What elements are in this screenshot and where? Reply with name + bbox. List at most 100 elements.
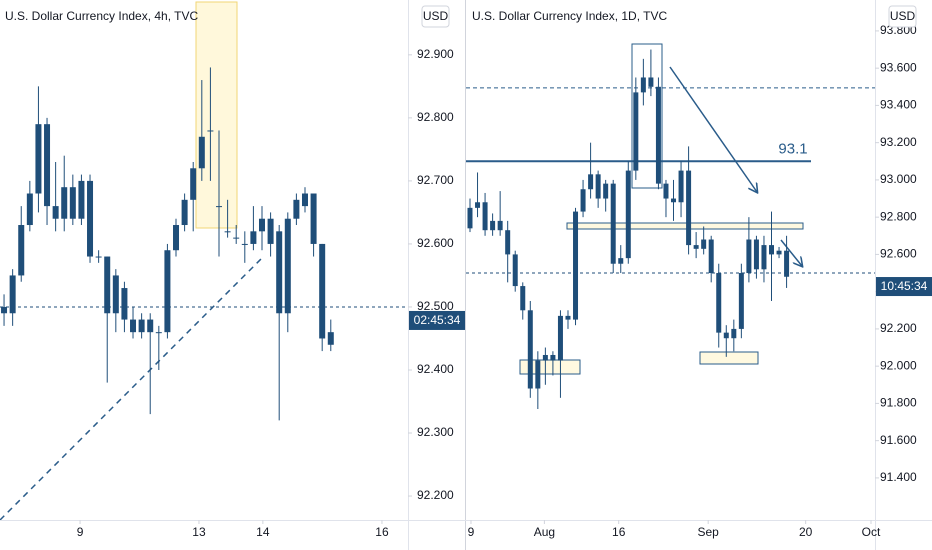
candle-body xyxy=(542,354,548,361)
candle-body xyxy=(482,202,488,231)
candle-body xyxy=(716,273,722,333)
currency-box[interactable] xyxy=(421,5,450,28)
candle-body xyxy=(520,286,526,311)
y-tick-label: 91.600 xyxy=(880,433,917,447)
candle-body xyxy=(671,198,677,203)
candle-body xyxy=(9,275,16,314)
candle-body xyxy=(505,230,511,255)
y-tick-label: 92.800 xyxy=(417,110,454,124)
candle-body xyxy=(678,170,684,203)
candle-body xyxy=(190,168,197,200)
y-tick-label: 93.600 xyxy=(880,60,917,74)
x-tick-label: Oct xyxy=(862,525,881,539)
candle-body xyxy=(250,231,257,244)
candle-body xyxy=(52,206,59,219)
countdown-box xyxy=(409,310,465,330)
currency[interactable]: USD xyxy=(423,9,449,23)
candle-body xyxy=(776,250,782,255)
candle-body xyxy=(293,199,300,219)
candle-body xyxy=(708,239,714,274)
candle-body xyxy=(61,187,68,219)
countdown: 02:45:34 xyxy=(414,313,461,327)
y-tick-label: 92.600 xyxy=(417,236,454,250)
candle-body xyxy=(121,288,128,320)
candle-body xyxy=(467,207,473,229)
y-tick-label: 93.000 xyxy=(880,172,917,186)
candle-body xyxy=(663,183,669,199)
level-label: 93.1 xyxy=(778,140,807,157)
chart-title: U.S. Dollar Currency Index, 1D, TVC xyxy=(472,9,668,23)
candle-body xyxy=(475,202,481,208)
x-tick-label: 20 xyxy=(799,525,813,539)
candle-body xyxy=(224,231,231,233)
annotations xyxy=(0,1,263,520)
candle-body xyxy=(527,310,533,389)
candle-body xyxy=(618,258,624,264)
candle-body xyxy=(557,315,563,361)
candle-body xyxy=(625,170,631,259)
x-tick-label: 16 xyxy=(612,525,626,539)
candle-body xyxy=(164,250,171,333)
candle-body xyxy=(761,245,767,270)
plot-left xyxy=(0,67,408,421)
x-tick-label: 13 xyxy=(192,525,206,539)
candle-body xyxy=(35,124,42,194)
candle-body xyxy=(550,354,556,361)
plot-right: 93.1 xyxy=(466,49,875,409)
y-tick-label: 93.400 xyxy=(880,98,917,112)
candle-body xyxy=(1,306,8,314)
candle-body xyxy=(686,170,692,246)
candle-body xyxy=(104,256,111,314)
candle-body xyxy=(95,256,102,258)
candle-body xyxy=(173,225,180,251)
candle-body xyxy=(573,211,579,320)
y-tick-label: 92.700 xyxy=(417,173,454,187)
candle-body xyxy=(693,245,699,249)
candle-body xyxy=(216,206,223,208)
candle-body xyxy=(310,193,317,244)
candle-body xyxy=(276,231,283,314)
candle-body xyxy=(746,239,752,274)
y-tick-label: 92.500 xyxy=(417,299,454,313)
candle-body xyxy=(655,86,661,184)
box xyxy=(566,222,804,230)
arrow xyxy=(780,239,802,266)
candle-body xyxy=(267,218,274,244)
y-tick-label: 92.400 xyxy=(417,362,454,376)
candle-body xyxy=(241,243,248,245)
candle-body xyxy=(155,332,162,334)
candle-body xyxy=(301,193,308,207)
candle-body xyxy=(580,189,586,212)
box xyxy=(631,43,663,189)
candle-body xyxy=(233,237,240,239)
y-tick-label: 92.000 xyxy=(880,358,917,372)
candle-body xyxy=(753,239,759,270)
y-tick-label: 92.800 xyxy=(880,209,917,223)
currency-box[interactable] xyxy=(888,5,917,28)
candle-body xyxy=(258,218,265,232)
y-tick-label: 91.800 xyxy=(880,396,917,410)
candle-body xyxy=(138,319,145,333)
candle-body xyxy=(18,225,25,276)
x-tick-label: 16 xyxy=(375,525,389,539)
candle-body xyxy=(731,328,737,339)
candle-body xyxy=(648,77,654,87)
y-tick-label: 92.300 xyxy=(417,425,454,439)
candle-body xyxy=(701,239,707,249)
candle-body xyxy=(319,243,326,339)
candle-body xyxy=(198,136,205,169)
x-tick-label: 9 xyxy=(77,525,84,539)
candle-body xyxy=(207,130,214,132)
candle-body xyxy=(565,315,571,320)
candle-body xyxy=(633,92,639,171)
candle-body xyxy=(512,254,518,287)
countdown: 10:45:34 xyxy=(881,279,928,293)
candle-body xyxy=(112,275,119,314)
currency[interactable]: USD xyxy=(890,9,916,23)
candle-body xyxy=(181,199,188,226)
candle-body xyxy=(44,124,51,207)
candle-body xyxy=(26,193,33,226)
x-tick-label: 14 xyxy=(256,525,270,539)
